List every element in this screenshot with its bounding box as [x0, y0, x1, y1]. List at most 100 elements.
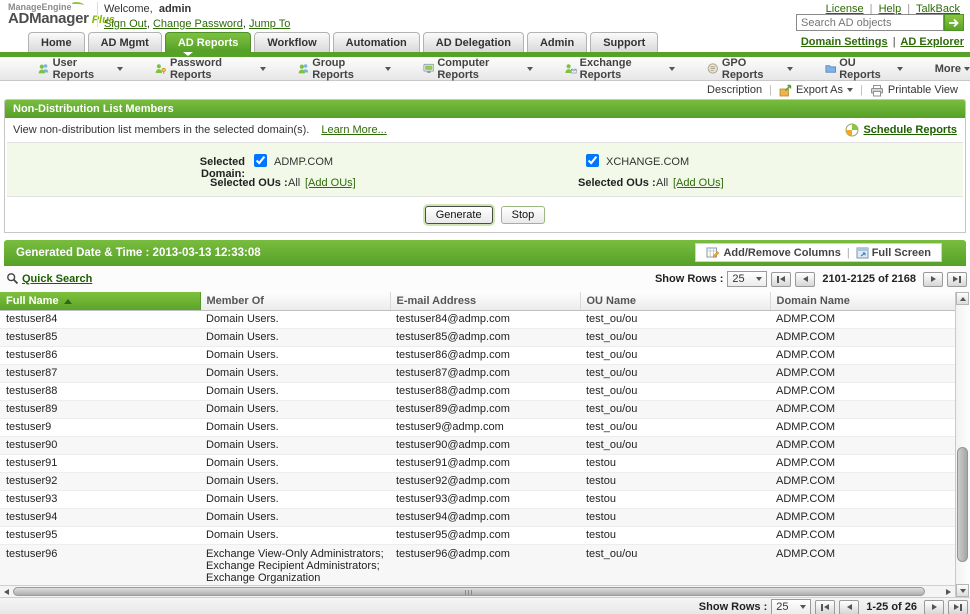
- menu-label: Password Reports: [169, 56, 222, 81]
- search-go-button[interactable]: [944, 14, 964, 31]
- quick-search[interactable]: Quick Search: [6, 272, 92, 285]
- domain-name-admp: ADMP.COM: [274, 156, 334, 168]
- stop-button[interactable]: Stop: [500, 206, 546, 224]
- table-tools-box: Add/Remove Columns | Full Screen: [695, 243, 942, 262]
- next-page-button[interactable]: [924, 599, 944, 614]
- scroll-left-button[interactable]: [1, 587, 12, 597]
- add-ous-link-admp[interactable]: [Add OUs]: [305, 177, 356, 189]
- talkback-link[interactable]: TalkBack: [915, 3, 960, 15]
- magnifier-icon: [7, 273, 19, 285]
- menu-more[interactable]: More: [935, 63, 970, 75]
- add-ous-link-xchange[interactable]: [Add OUs]: [673, 177, 724, 189]
- scroll-up-button[interactable]: [956, 292, 969, 305]
- tab-workflow[interactable]: Workflow: [254, 32, 330, 52]
- menu-exchange-reports[interactable]: Exchange Reports: [565, 57, 676, 81]
- learn-more-link[interactable]: Learn More...: [321, 124, 387, 136]
- cell-email: testuser92@admp.com: [390, 472, 580, 491]
- table-row[interactable]: testuser92 Domain Users. testuser92@admp.c…: [0, 472, 955, 491]
- export-as-button[interactable]: Export As: [779, 84, 854, 97]
- column-header-email[interactable]: E-mail Address: [390, 292, 581, 311]
- first-page-button[interactable]: [815, 599, 836, 614]
- table-row[interactable]: testuser85 Domain Users. testuser85@admp.c…: [0, 328, 955, 347]
- menu-computer-reports[interactable]: Computer Reports: [423, 57, 533, 81]
- cell-ou-name: test_ou/ou: [580, 436, 770, 455]
- vertical-scroll-thumb[interactable]: [957, 447, 968, 562]
- tab-ad-mgmt[interactable]: AD Mgmt: [87, 32, 162, 52]
- schedule-reports[interactable]: Schedule Reports: [845, 123, 957, 137]
- menu-group-reports[interactable]: Group Reports: [298, 57, 391, 81]
- table-row[interactable]: testuser96 Exchange View-Only Administrat…: [0, 544, 955, 585]
- menu-gpo-reports[interactable]: GPO Reports: [707, 57, 793, 81]
- selected-domain-label: Selected Domain:: [199, 156, 245, 180]
- tab-ad-delegation[interactable]: AD Delegation: [422, 32, 524, 52]
- printable-view-button[interactable]: Printable View: [870, 84, 958, 97]
- table-row[interactable]: testuser93 Domain Users. testuser93@admp.c…: [0, 490, 955, 509]
- column-header-member-of[interactable]: Member Of: [200, 292, 391, 311]
- help-link[interactable]: Help: [878, 3, 902, 15]
- generate-button[interactable]: Generate: [424, 206, 493, 224]
- vertical-scrollbar[interactable]: [955, 292, 969, 597]
- menu-ou-reports[interactable]: OU Reports: [825, 57, 903, 81]
- tab-home[interactable]: Home: [28, 32, 85, 52]
- table-row[interactable]: testuser87 Domain Users. testuser87@admp.c…: [0, 364, 955, 383]
- first-page-button[interactable]: [771, 271, 792, 287]
- full-screen-button[interactable]: Full Screen: [856, 247, 931, 259]
- generated-bar: Generated Date & Time : 2013-03-13 12:33…: [4, 240, 966, 266]
- tab-ad-reports[interactable]: AD Reports: [164, 32, 252, 52]
- description-button[interactable]: Description: [707, 84, 762, 96]
- table-row[interactable]: testuser84 Domain Users. testuser84@admp.c…: [0, 310, 955, 329]
- table-row[interactable]: testuser89 Domain Users. testuser89@admp.c…: [0, 400, 955, 419]
- domain-name-xchange: XCHANGE.COM: [606, 156, 690, 168]
- jump-to-link[interactable]: Jump To: [248, 18, 291, 30]
- column-header-domain-name[interactable]: Domain Name: [770, 292, 955, 311]
- domain-checkbox-xchange[interactable]: [586, 154, 599, 167]
- table-row[interactable]: testuser91 Domain Users. testuser91@admp.c…: [0, 454, 955, 473]
- column-header-full-name[interactable]: Full Name: [0, 292, 201, 311]
- license-link[interactable]: License: [825, 3, 864, 15]
- ad-explorer-link[interactable]: AD Explorer: [900, 36, 964, 48]
- scroll-right-button[interactable]: [943, 587, 954, 597]
- table-row[interactable]: testuser86 Domain Users. testuser86@admp.c…: [0, 346, 955, 365]
- cell-member-of: Domain Users.: [200, 490, 390, 509]
- cell-domain-name: ADMP.COM: [770, 310, 955, 329]
- domain-checkbox-admp[interactable]: [254, 154, 267, 167]
- cell-full-name: testuser91: [0, 454, 200, 473]
- add-remove-columns-button[interactable]: Add/Remove Columns: [706, 246, 841, 259]
- tab-support[interactable]: Support: [590, 32, 659, 52]
- tab-admin[interactable]: Admin: [526, 32, 588, 52]
- table-row[interactable]: testuser94 Domain Users. testuser94@admp.c…: [0, 508, 955, 527]
- tab-automation[interactable]: Automation: [332, 32, 420, 52]
- cell-email: testuser87@admp.com: [390, 364, 580, 383]
- prev-page-button[interactable]: [795, 271, 816, 287]
- search-input[interactable]: [796, 14, 944, 31]
- last-page-button[interactable]: [947, 271, 967, 287]
- table-row[interactable]: testuser95 Domain Users. testuser95@admp.c…: [0, 526, 955, 545]
- table-row[interactable]: testuser90 Domain Users. testuser90@admp.c…: [0, 436, 955, 455]
- selected-ous-value: All: [288, 177, 301, 189]
- menu-user-reports[interactable]: User Reports: [38, 57, 124, 81]
- page-size-select[interactable]: 25: [727, 271, 768, 287]
- scroll-down-button[interactable]: [956, 584, 969, 597]
- cell-email: testuser9@admp.com: [390, 418, 580, 437]
- selected-ous-label: Selected OUs :: [578, 177, 656, 189]
- horizontal-scroll-thumb[interactable]: [13, 587, 925, 596]
- change-password-link[interactable]: Change Password: [152, 18, 243, 30]
- page-size-select-bottom[interactable]: 25: [771, 599, 812, 614]
- cell-domain-name: ADMP.COM: [770, 526, 955, 545]
- last-page-button[interactable]: [948, 599, 968, 614]
- prev-page-button[interactable]: [839, 599, 860, 614]
- next-page-button[interactable]: [923, 271, 943, 287]
- menu-password-reports[interactable]: Password Reports: [155, 56, 266, 81]
- cell-full-name: testuser89: [0, 400, 200, 419]
- top-header: ManageEngine ADManager Plus Welcome, adm…: [0, 0, 970, 31]
- table-row[interactable]: testuser9 Domain Users. testuser9@admp.com…: [0, 418, 955, 437]
- welcome-block: Welcome, admin Sign Out, Change Password…: [104, 3, 290, 30]
- sign-out-link[interactable]: Sign Out: [104, 18, 147, 30]
- column-header-ou-name[interactable]: OU Name: [580, 292, 771, 311]
- table-row[interactable]: testuser88 Domain Users. testuser88@admp.c…: [0, 382, 955, 401]
- domain-settings-link[interactable]: Domain Settings: [800, 36, 888, 48]
- cell-full-name: testuser84: [0, 310, 200, 329]
- horizontal-scrollbar[interactable]: [0, 585, 955, 597]
- show-rows-label: Show Rows :: [698, 601, 768, 613]
- cell-domain-name: ADMP.COM: [770, 508, 955, 527]
